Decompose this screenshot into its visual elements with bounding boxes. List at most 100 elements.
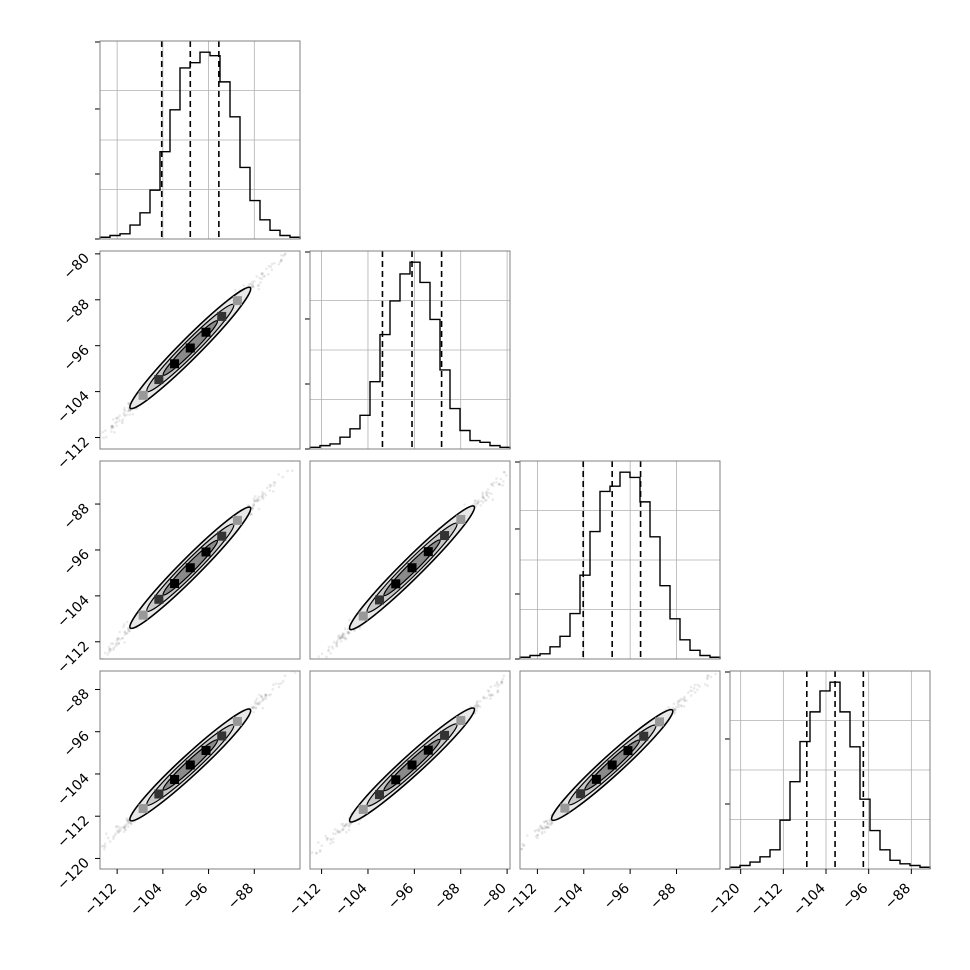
sample-point <box>481 491 484 494</box>
sample-point <box>250 706 253 709</box>
sample-point <box>284 252 287 256</box>
density-cell <box>154 594 164 604</box>
sample-point <box>514 853 517 856</box>
y-tick-label: −104 <box>54 770 93 809</box>
density-cell <box>440 730 450 740</box>
sample-point <box>308 661 311 664</box>
sample-point <box>502 470 506 474</box>
sample-point <box>260 694 263 698</box>
sample-point <box>333 828 337 831</box>
sample-point <box>122 625 125 629</box>
density-cell <box>232 515 242 525</box>
density-cell <box>407 760 417 770</box>
sample-point <box>496 689 499 692</box>
sample-point <box>560 623 563 626</box>
sample-point <box>249 512 253 515</box>
sample-point <box>124 409 127 413</box>
sample-point <box>57 890 60 893</box>
sample-point <box>463 503 466 506</box>
sample-point <box>122 830 126 833</box>
sample-point <box>124 823 127 827</box>
sample-point <box>116 831 120 834</box>
y-tick-label: −96 <box>61 342 93 374</box>
density-cell <box>655 717 665 727</box>
sample-point <box>274 682 278 685</box>
sample-point <box>251 506 255 510</box>
sample-point <box>256 499 259 503</box>
sample-point <box>97 657 100 660</box>
panel-2-1 <box>304 445 546 667</box>
sample-point <box>536 833 539 837</box>
sample-point <box>128 408 131 412</box>
sample-point <box>549 822 553 826</box>
density-cell <box>623 746 633 756</box>
sample-point <box>545 819 548 823</box>
sample-point <box>543 445 546 448</box>
sample-point <box>335 644 339 648</box>
sample-point <box>253 499 256 503</box>
sample-point <box>496 690 500 693</box>
panel-frame <box>309 460 511 660</box>
sample-point <box>260 272 263 275</box>
sample-point <box>487 496 490 499</box>
sample-point <box>96 438 99 441</box>
sample-point <box>317 655 321 658</box>
x-tick-label: −104 <box>332 880 371 919</box>
sample-point <box>81 675 84 678</box>
sample-point <box>112 837 115 841</box>
sample-point <box>493 684 497 687</box>
sample-point <box>93 666 96 669</box>
sample-point <box>528 660 531 663</box>
sample-point <box>340 828 344 832</box>
sample-point <box>477 500 480 504</box>
sample-point <box>320 844 324 847</box>
sample-point <box>250 284 254 288</box>
y-tick-label: −112 <box>54 813 93 852</box>
sample-point <box>277 473 280 476</box>
x-tick-label: −112 <box>81 881 120 920</box>
sample-point <box>262 492 266 495</box>
sample-point <box>103 842 107 846</box>
sample-point <box>74 464 77 467</box>
sample-point <box>106 653 110 656</box>
sample-point <box>251 506 254 510</box>
panel-frame <box>309 670 511 870</box>
sample-point <box>280 259 283 263</box>
y-tick-label: −112 <box>54 638 93 677</box>
sample-point <box>268 485 272 488</box>
sample-point <box>124 828 128 832</box>
sample-point <box>265 267 268 271</box>
sample-point <box>118 419 121 422</box>
sample-point <box>714 672 717 676</box>
sample-point <box>343 825 347 828</box>
sample-point <box>122 411 126 415</box>
sample-point <box>282 254 285 257</box>
sample-point <box>264 694 268 697</box>
sample-point <box>342 631 345 635</box>
sample-point <box>257 693 261 697</box>
sample-point <box>63 699 66 702</box>
sample-point <box>345 637 348 640</box>
sample-point <box>500 681 503 684</box>
sample-point <box>703 683 707 686</box>
sample-point <box>122 826 126 830</box>
sample-point <box>325 836 329 840</box>
sample-point <box>341 633 344 636</box>
sample-point <box>278 884 281 887</box>
y-tick-label: −120 <box>54 855 93 894</box>
sample-point <box>343 627 347 631</box>
sample-point <box>304 664 307 667</box>
sample-point <box>550 821 553 825</box>
sample-point <box>96 663 99 666</box>
sample-point <box>121 637 124 640</box>
sample-point <box>329 842 332 845</box>
sample-point <box>517 847 520 850</box>
sample-point <box>261 497 265 501</box>
sample-point <box>251 280 254 284</box>
sample-point <box>521 666 524 669</box>
density-cell <box>591 774 601 784</box>
sample-point <box>688 689 692 693</box>
sample-point <box>91 858 94 861</box>
x-tick-label: −96 <box>179 880 211 912</box>
sample-point <box>254 706 257 710</box>
